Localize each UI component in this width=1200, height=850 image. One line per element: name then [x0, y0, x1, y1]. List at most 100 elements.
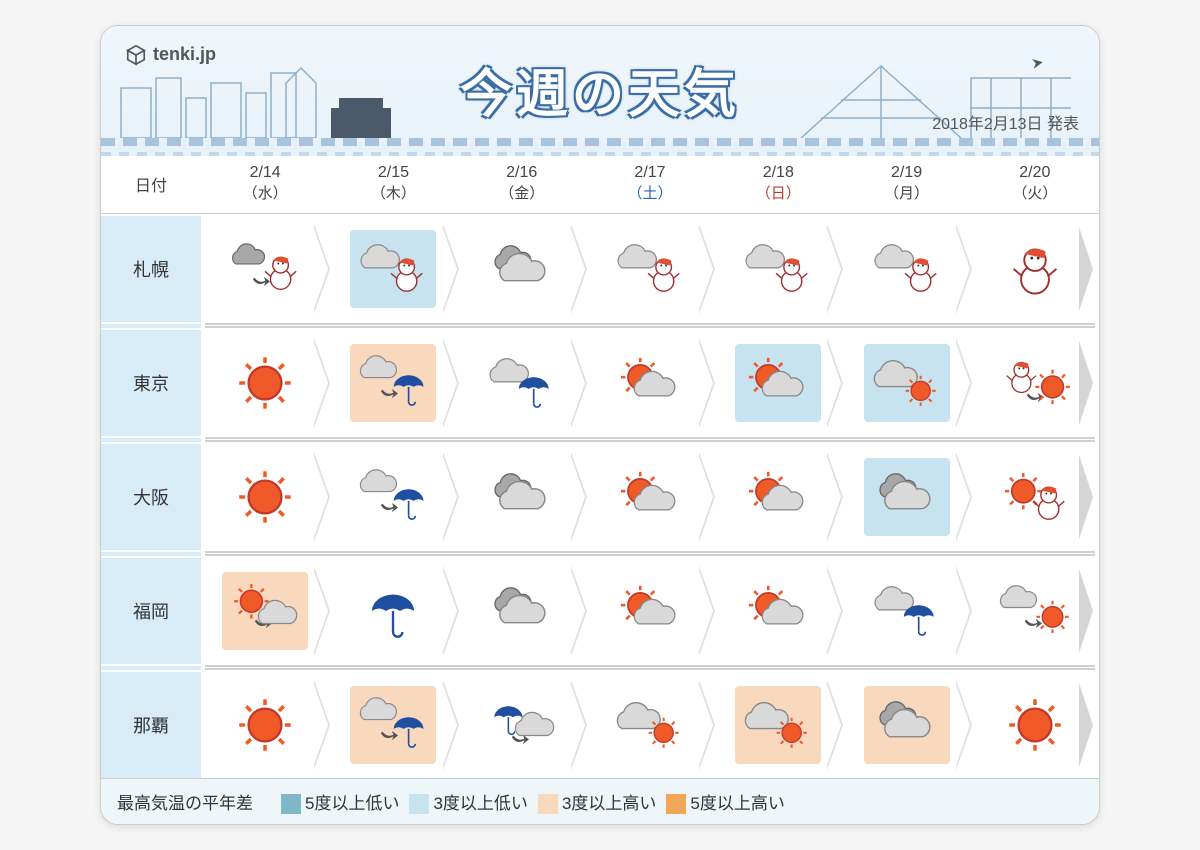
forecast-cell: [714, 442, 842, 550]
forecast-cell: [971, 442, 1099, 550]
sun-cloud-icon: [739, 576, 817, 646]
snowman-icon: [996, 234, 1074, 304]
legend-item: 5度以上低い: [281, 794, 399, 813]
cloud-rain-later-icon: [354, 462, 432, 532]
weather-icon-wrap: [992, 458, 1078, 536]
cloud-rain-later-icon: [354, 690, 432, 760]
weather-icon-wrap: [735, 230, 821, 308]
date-header: 2/14（水）: [201, 156, 329, 214]
page-title: 今週の天気: [460, 52, 740, 127]
weather-icon-wrap: [350, 458, 436, 536]
forecast-cell: [842, 670, 970, 778]
weather-icon-wrap: [479, 344, 565, 422]
sun-cloud-icon: [611, 348, 689, 418]
weather-icon-wrap: [222, 686, 308, 764]
forecast-cell: [971, 214, 1099, 322]
date-header: 2/20（火）: [971, 156, 1099, 214]
sunny-icon: [226, 462, 304, 532]
forecast-cell: [458, 328, 586, 436]
sunny-icon: [226, 690, 304, 760]
legend-title: 最高気温の平年差: [117, 789, 253, 814]
sun-cloud-later-icon: [226, 576, 304, 646]
city-label: 札幌: [101, 214, 201, 322]
legend-label: 5度以上低い: [305, 794, 399, 813]
date-header: 2/17（土）: [586, 156, 714, 214]
cloudy-icon: [483, 576, 561, 646]
forecast-cell: [971, 556, 1099, 664]
forecast-cell: [458, 214, 586, 322]
cloud-snow-icon: [611, 234, 689, 304]
cube-icon: [125, 44, 147, 66]
cloud-sun-icon: [739, 690, 817, 760]
date-dow: （日）: [714, 182, 842, 203]
weather-icon-wrap: [864, 686, 950, 764]
cloud-snow-later-icon: [226, 234, 304, 304]
date-md: 2/19: [891, 164, 922, 181]
forecast-cell: [586, 442, 714, 550]
weather-icon-wrap: [479, 458, 565, 536]
sunny-icon: [996, 690, 1074, 760]
sun-cloud-icon: [611, 462, 689, 532]
sunny-icon: [226, 348, 304, 418]
weather-icon-wrap: [864, 230, 950, 308]
cloudy-icon: [483, 234, 561, 304]
date-header: 2/18（日）: [714, 156, 842, 214]
weather-icon-wrap: [607, 344, 693, 422]
date-dow: （木）: [329, 182, 457, 203]
cloud-rain-later-icon: [354, 348, 432, 418]
forecast-cell: [201, 328, 329, 436]
legend-swatch: [281, 794, 301, 814]
forecast-cell: [586, 670, 714, 778]
cloud-sun-later-icon: [996, 576, 1074, 646]
legend-label: 3度以上低い: [433, 794, 527, 813]
weather-icon-wrap: [607, 572, 693, 650]
forecast-cell: [714, 556, 842, 664]
city-label: 東京: [101, 328, 201, 436]
legend-swatch: [538, 794, 558, 814]
date-header: 2/15（木）: [329, 156, 457, 214]
weather-icon-wrap: [607, 230, 693, 308]
weather-icon-wrap: [222, 458, 308, 536]
forecast-cell: [842, 442, 970, 550]
cloud-snow-icon: [868, 234, 946, 304]
weather-icon-wrap: [607, 686, 693, 764]
date-md: 2/15: [378, 164, 409, 181]
weather-icon-wrap: [735, 344, 821, 422]
date-dow: （月）: [842, 182, 970, 203]
weather-icon-wrap: [350, 572, 436, 650]
legend-item: 5度以上高い: [666, 794, 784, 813]
forecast-cell: [842, 556, 970, 664]
weather-icon-wrap: [222, 344, 308, 422]
forecast-cell: [842, 214, 970, 322]
cloud-snow-icon: [354, 234, 432, 304]
weather-icon-wrap: [735, 458, 821, 536]
date-md: 2/17: [634, 164, 665, 181]
legend-item: 3度以上高い: [538, 794, 656, 813]
weather-icon-wrap: [479, 686, 565, 764]
weather-icon-wrap: [864, 458, 950, 536]
brand-text: tenki.jp: [153, 44, 216, 65]
forecast-cell: [329, 556, 457, 664]
weather-icon-wrap: [735, 572, 821, 650]
forecast-cell: [201, 670, 329, 778]
forecast-cell: [586, 328, 714, 436]
date-dow: （金）: [458, 182, 586, 203]
forecast-cell: [329, 214, 457, 322]
city-label: 那覇: [101, 670, 201, 778]
cloud-snow-icon: [739, 234, 817, 304]
forecast-cell: [586, 214, 714, 322]
brand-logo: tenki.jp: [125, 44, 216, 66]
cloud-sun-icon: [611, 690, 689, 760]
forecast-cell: [201, 442, 329, 550]
weather-icon-wrap: [735, 686, 821, 764]
forecast-cell: [201, 214, 329, 322]
legend-label: 3度以上高い: [562, 794, 656, 813]
forecast-cell: [714, 214, 842, 322]
forecast-cell: [458, 670, 586, 778]
weather-icon-wrap: [222, 230, 308, 308]
weather-icon-wrap: [992, 344, 1078, 422]
rain-icon: [354, 576, 432, 646]
city-label: 福岡: [101, 556, 201, 664]
weather-card: tenki.jp 今週の天気 2018年2月13日 発表 日付2/14（水）2/…: [100, 25, 1100, 826]
cloudy-icon: [868, 462, 946, 532]
